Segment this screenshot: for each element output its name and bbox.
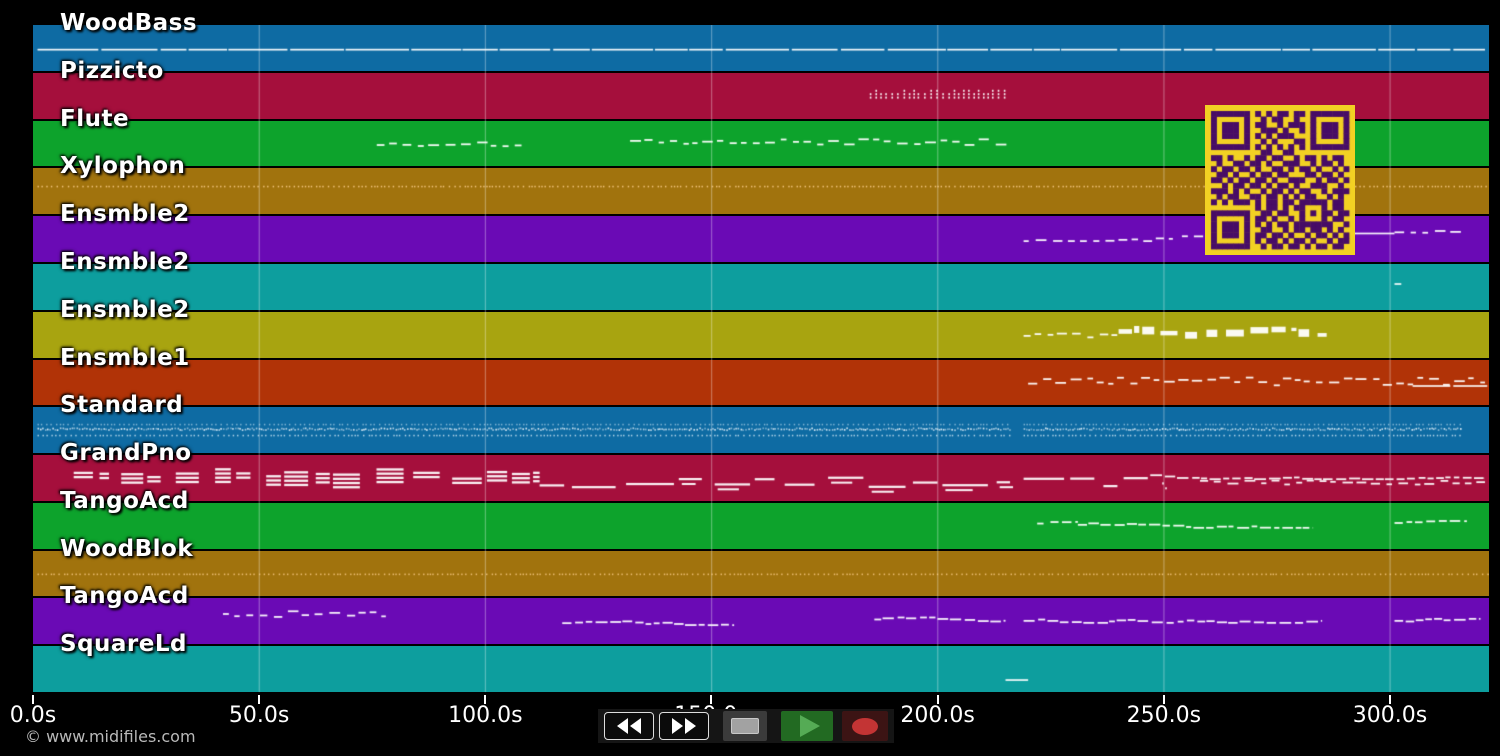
axis-tick-label: 300.0s [1352,703,1428,728]
axis-tick [936,695,939,704]
axis-tick [484,695,487,704]
rewind-icon [617,718,628,734]
axis-tick-label: 0.0s [9,703,57,728]
track-label: Ensmble2 [60,248,190,275]
track-label: Ensmble2 [60,201,190,228]
track-label: Pizzicto [60,57,164,84]
track-label: TangoAcd [60,583,189,610]
record-icon [852,717,878,735]
track-label: WoodBlok [60,535,194,562]
track-label: Flute [60,105,130,132]
track-label: Ensmble1 [60,344,190,371]
play-button[interactable] [781,711,833,741]
axis-tick-label: 100.0s [448,703,523,728]
axis-tick-label: 200.0s [900,703,975,728]
record-button[interactable] [842,711,888,741]
axis-tick [710,695,713,704]
track-label: SquareLd [60,631,187,658]
track-label: Standard [60,392,184,419]
transport-bar [598,709,894,743]
axis-tick [1388,695,1391,704]
stop-button[interactable] [723,711,767,741]
axis-tick [32,695,34,704]
qr-code [1205,105,1355,255]
stop-icon [731,718,759,734]
axis-tick-label: 250.0s [1126,703,1202,728]
axis-tick-label: 50.0s [228,703,290,728]
copyright-text: © www.midifiles.com [25,727,196,746]
track-label: TangoAcd [60,487,189,514]
track-label: Xylophon [60,153,186,180]
axis-tick [1162,695,1165,704]
play-icon [800,715,820,737]
rewind-button[interactable] [604,712,654,740]
track-label: Ensmble2 [60,296,190,323]
track-label: GrandPno [60,440,192,467]
axis-tick [258,695,261,704]
fast-forward-icon [672,718,683,734]
fast-forward-button[interactable] [659,712,709,740]
track-label: WoodBass [60,10,198,36]
